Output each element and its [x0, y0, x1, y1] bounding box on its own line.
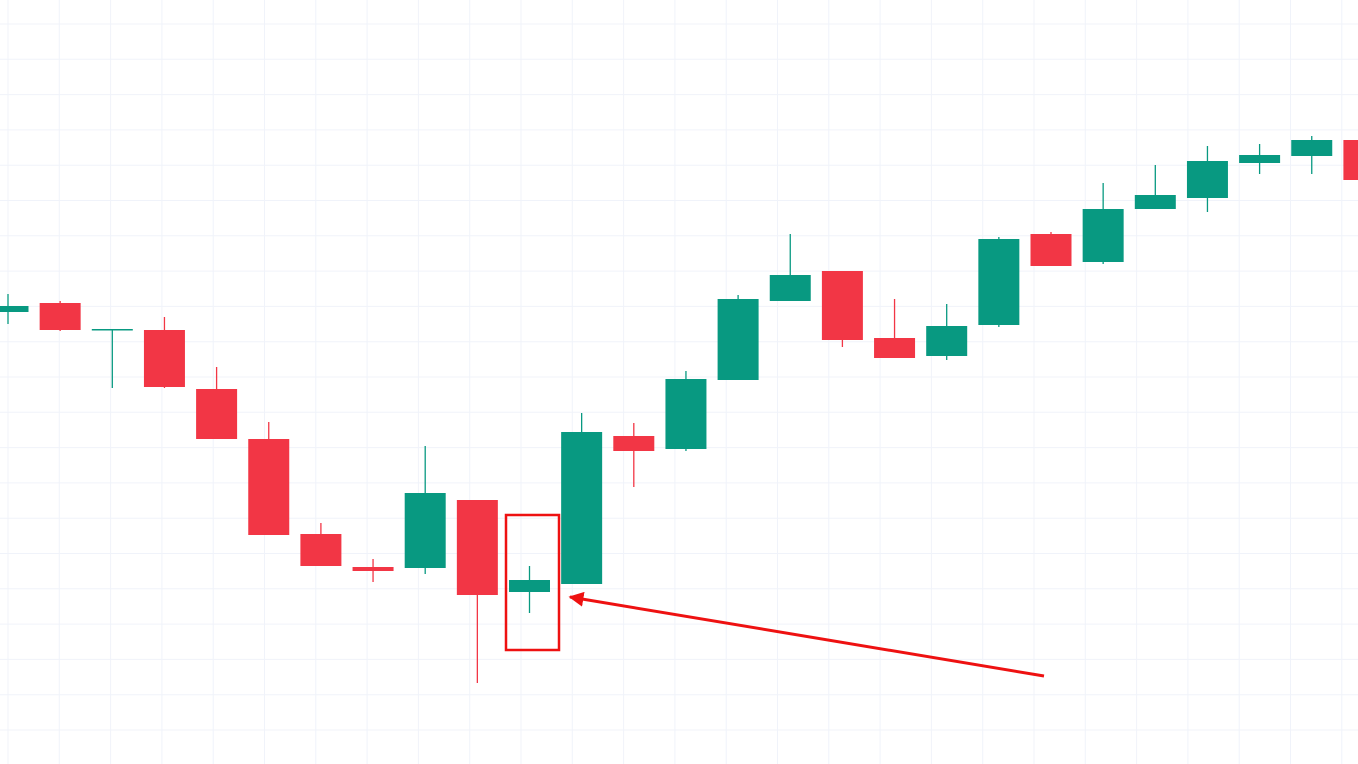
candle-body-up	[509, 580, 550, 592]
candle-body-up	[926, 326, 968, 356]
highlight-box	[504, 513, 561, 652]
candle-body-down	[143, 330, 185, 387]
candle-body-down	[352, 567, 394, 571]
candle-body-up	[1134, 195, 1176, 209]
candle-body-up	[769, 275, 811, 301]
candle-body-up	[717, 299, 759, 380]
candle-body-down	[1030, 234, 1072, 266]
candle-body-up	[0, 306, 29, 312]
candle-body-down	[821, 271, 863, 340]
candle-body-down	[39, 303, 81, 330]
candle-body-up	[404, 493, 446, 568]
candle-body-down	[613, 436, 655, 451]
candle-body-up	[1239, 155, 1281, 163]
candle-body-down	[456, 500, 498, 595]
candles	[0, 136, 1358, 683]
candle-body-down	[874, 338, 916, 358]
pointer-arrow	[568, 591, 1045, 678]
candle-body-up	[561, 432, 603, 584]
candle-body-up	[665, 379, 707, 449]
candle-body-down	[1343, 140, 1358, 180]
candle-body-down	[300, 534, 342, 566]
candle-body-up	[1186, 161, 1228, 198]
candle-body-up	[978, 239, 1020, 325]
candle-body-up	[1082, 209, 1124, 262]
candle-body-up	[91, 329, 133, 331]
annotations	[504, 513, 1045, 678]
candle-body-down	[196, 389, 238, 439]
candle-body-up	[1291, 140, 1333, 156]
candle-body-down	[248, 439, 290, 535]
